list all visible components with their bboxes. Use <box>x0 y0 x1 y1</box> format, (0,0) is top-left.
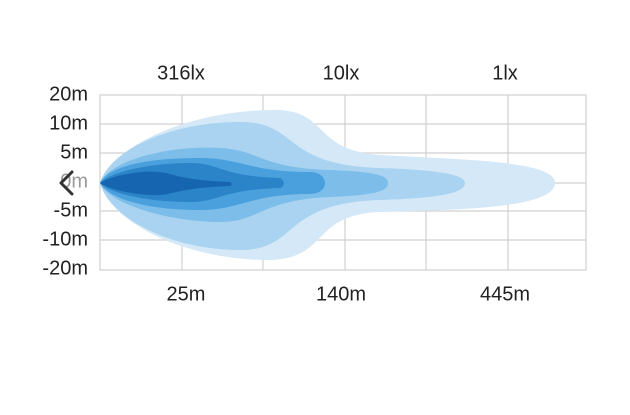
y-label: -10m <box>42 228 88 250</box>
lux-label: 316lx <box>157 62 205 84</box>
carousel-prev-arrow[interactable] <box>59 170 74 196</box>
y-label: 5m <box>60 141 88 163</box>
x-label: 140m <box>316 283 366 305</box>
lux-label: 1lx <box>492 62 518 84</box>
y-label: 20m <box>49 83 88 105</box>
x-label: 445m <box>480 283 530 305</box>
lux-label: 10lx <box>323 62 360 84</box>
y-label: 10m <box>49 112 88 134</box>
contour-316lx <box>100 171 232 196</box>
y-label: -5m <box>54 199 88 221</box>
y-label: -20m <box>42 257 88 279</box>
beam-contours <box>100 109 555 260</box>
x-label: 25m <box>167 283 206 305</box>
